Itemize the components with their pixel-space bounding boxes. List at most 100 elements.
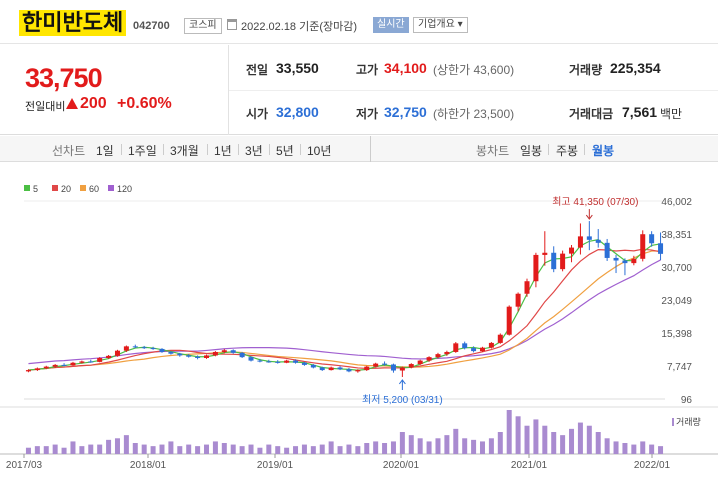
low-annotation: 최저 5,200 (03/31) [362, 394, 443, 406]
stock-chart: 2017/03 2018/01 2019/01 2020/01 2021/01 2022/… [0, 163, 718, 478]
candle-body [497, 334, 503, 343]
candle-body [479, 347, 485, 352]
divider [269, 144, 270, 155]
volume-bar [399, 432, 405, 454]
open-label: 시가 [246, 107, 269, 121]
y-tick-label: 15,398 [661, 329, 692, 340]
tab-3m[interactable]: 3개월 [170, 144, 199, 158]
tab-candle-chart[interactable]: 봉차트 [476, 144, 510, 158]
chart-svg[interactable]: 2017/03 2018/01 2019/01 2020/01 2021/01 2022/… [0, 163, 718, 478]
volume-bar [284, 447, 290, 454]
low-value: 32,750 [384, 104, 427, 120]
amount-value: 7,561 [622, 104, 658, 120]
x-tick-label: 2017/03 [6, 460, 43, 471]
volume-bar [426, 441, 432, 454]
candle-body [426, 357, 432, 361]
candle-body [577, 236, 583, 248]
realtime-button[interactable]: 실시간 [373, 17, 409, 33]
candle-body [248, 357, 254, 361]
volume-bar [79, 446, 85, 454]
volume-bar [168, 441, 174, 454]
volume-bar [141, 444, 147, 454]
volume-bar [569, 428, 575, 454]
candle-body [560, 253, 566, 270]
volume-bar [542, 425, 548, 454]
candle-body [275, 361, 281, 363]
tab-1y[interactable]: 1년 [214, 144, 232, 158]
company-info-dropdown[interactable]: 기업개요 ▾ [413, 17, 468, 33]
candle-body [97, 358, 103, 362]
candle-body [141, 347, 147, 349]
legend-swatch [108, 185, 114, 191]
up-arrow-icon [66, 98, 78, 109]
divider [121, 144, 122, 155]
volume-bar [212, 441, 218, 454]
tab-daily[interactable]: 일봉 [520, 144, 543, 158]
volume-value: 225,354 [610, 60, 661, 76]
volume-bar [25, 447, 31, 454]
x-tick-label: 2021/01 [511, 460, 548, 471]
volume-bar [506, 410, 512, 454]
market-badge: 코스피 [184, 18, 222, 34]
volume-bar [70, 441, 76, 454]
divider [207, 144, 208, 155]
candle-body [390, 364, 396, 371]
candle-body [640, 234, 646, 259]
volume-bar [114, 438, 120, 454]
high-value: 34,100 [384, 60, 427, 76]
volume-bar [221, 443, 227, 454]
prev-close-value: 33,550 [276, 60, 319, 76]
upper-limit: (상한가 43,600) [433, 63, 515, 77]
candle-body [622, 260, 628, 264]
volume-bar [319, 444, 325, 454]
tab-5y[interactable]: 5년 [276, 144, 294, 158]
lower-limit: (하한가 23,500) [433, 107, 515, 121]
legend-label: 60 [89, 184, 99, 194]
candle-body [417, 360, 423, 365]
tab-line-chart[interactable]: 선차트 [52, 144, 86, 158]
volume-bar [382, 443, 388, 454]
stock-header: 한미반도체 042700 코스피 2022.02.18 기준(장마감) 실시간 … [0, 0, 718, 44]
tab-10y[interactable]: 10년 [307, 144, 332, 158]
y-tick-label: 46,002 [661, 197, 692, 208]
volume-bar [364, 443, 370, 454]
volume-bar [275, 446, 281, 454]
tab-weekly[interactable]: 주봉 [556, 144, 579, 158]
volume-bar [301, 444, 307, 454]
volume-bar [462, 438, 468, 454]
volume-bar [328, 441, 334, 454]
tab-1w[interactable]: 1주일 [128, 144, 157, 158]
volume-bar [373, 441, 379, 454]
candle-body [159, 348, 165, 352]
candle-body [631, 258, 637, 264]
candle-body [106, 355, 112, 359]
volume-bar [560, 435, 566, 454]
candle-body [150, 348, 156, 350]
tab-1d[interactable]: 1일 [96, 144, 114, 158]
stock-name[interactable]: 한미반도체 [19, 10, 127, 36]
volume-bar [239, 446, 245, 454]
candle-body [204, 355, 210, 359]
candle-body [293, 360, 299, 363]
candle-body [88, 361, 94, 363]
volume-bar [533, 419, 539, 454]
tab-3y[interactable]: 3년 [245, 144, 263, 158]
tab-monthly[interactable]: 월봉 [592, 144, 615, 158]
ma60-line [28, 250, 661, 371]
volume-bar [186, 444, 192, 454]
volume-bar [444, 435, 450, 454]
volume-bar [640, 441, 646, 454]
volume-bar [159, 444, 165, 454]
y-tick-label: 38,351 [661, 230, 692, 241]
candle-body [186, 355, 192, 357]
divider [228, 45, 229, 135]
volume-bar [61, 447, 67, 454]
candle-body [595, 239, 601, 243]
volume-bar [586, 425, 592, 454]
divider [370, 136, 371, 162]
volume-bar [150, 446, 156, 454]
candle-body [221, 350, 227, 352]
volume-bar [195, 446, 201, 454]
volume-bar [524, 425, 530, 454]
candle-body [551, 252, 557, 270]
